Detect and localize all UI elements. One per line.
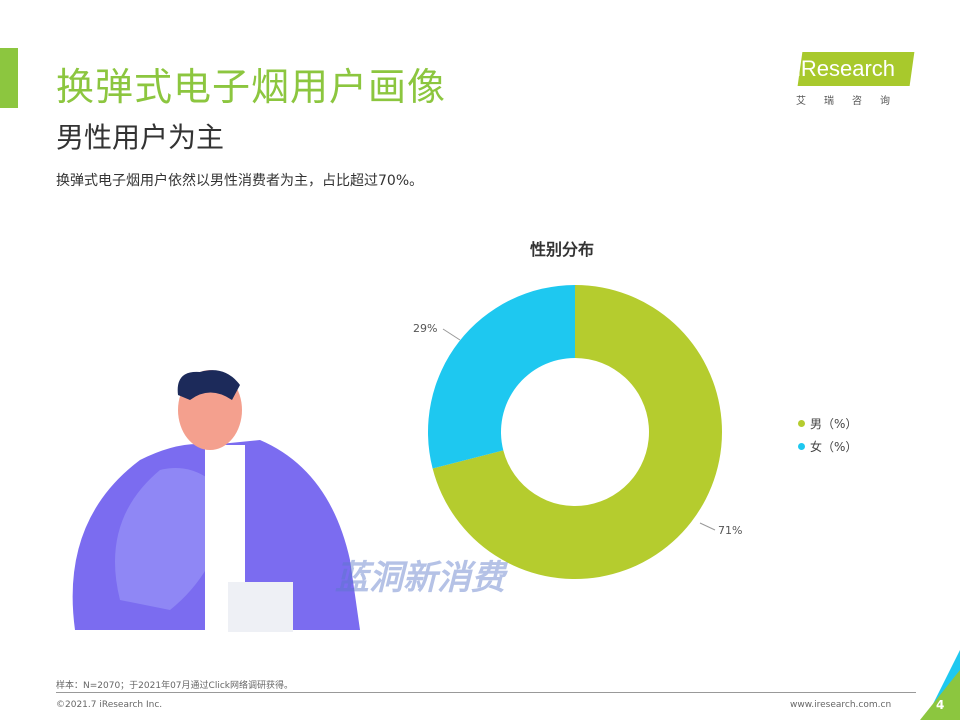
copyright: ©2021.7 iResearch Inc. <box>56 700 163 710</box>
accent-bar <box>0 48 18 108</box>
person-illustration <box>72 370 360 632</box>
label-female: 29% <box>413 322 438 335</box>
website-url: www.iresearch.com.cn <box>790 700 892 710</box>
sample-note: 样本：N=2070；于2021年07月通过Click网络调研获得。 <box>56 681 293 691</box>
description: 换弹式电子烟用户依然以男性消费者为主，占比超过70%。 <box>56 173 424 189</box>
page-number: 4 <box>936 698 945 712</box>
page-subtitle: 男性用户为主 <box>56 121 225 154</box>
legend-female: 女（%） <box>798 438 857 455</box>
corner-decoration <box>920 650 960 720</box>
logo-cn: 艾瑞咨询 <box>796 96 908 107</box>
page-title: 换弹式电子烟用户画像 <box>56 65 447 109</box>
donut-slice-1 <box>428 285 575 469</box>
legend-male: 男（%） <box>798 415 857 432</box>
iresearch-logo: iResearch 艾瑞咨询 <box>792 52 915 107</box>
donut-slice-0 <box>432 285 723 579</box>
watermark: 蓝洞新消费 <box>335 558 505 598</box>
logo-text: iResearch <box>796 56 896 81</box>
label-male: 71% <box>718 524 743 537</box>
chart-title: 性别分布 <box>530 240 595 259</box>
footer-divider <box>56 692 916 693</box>
